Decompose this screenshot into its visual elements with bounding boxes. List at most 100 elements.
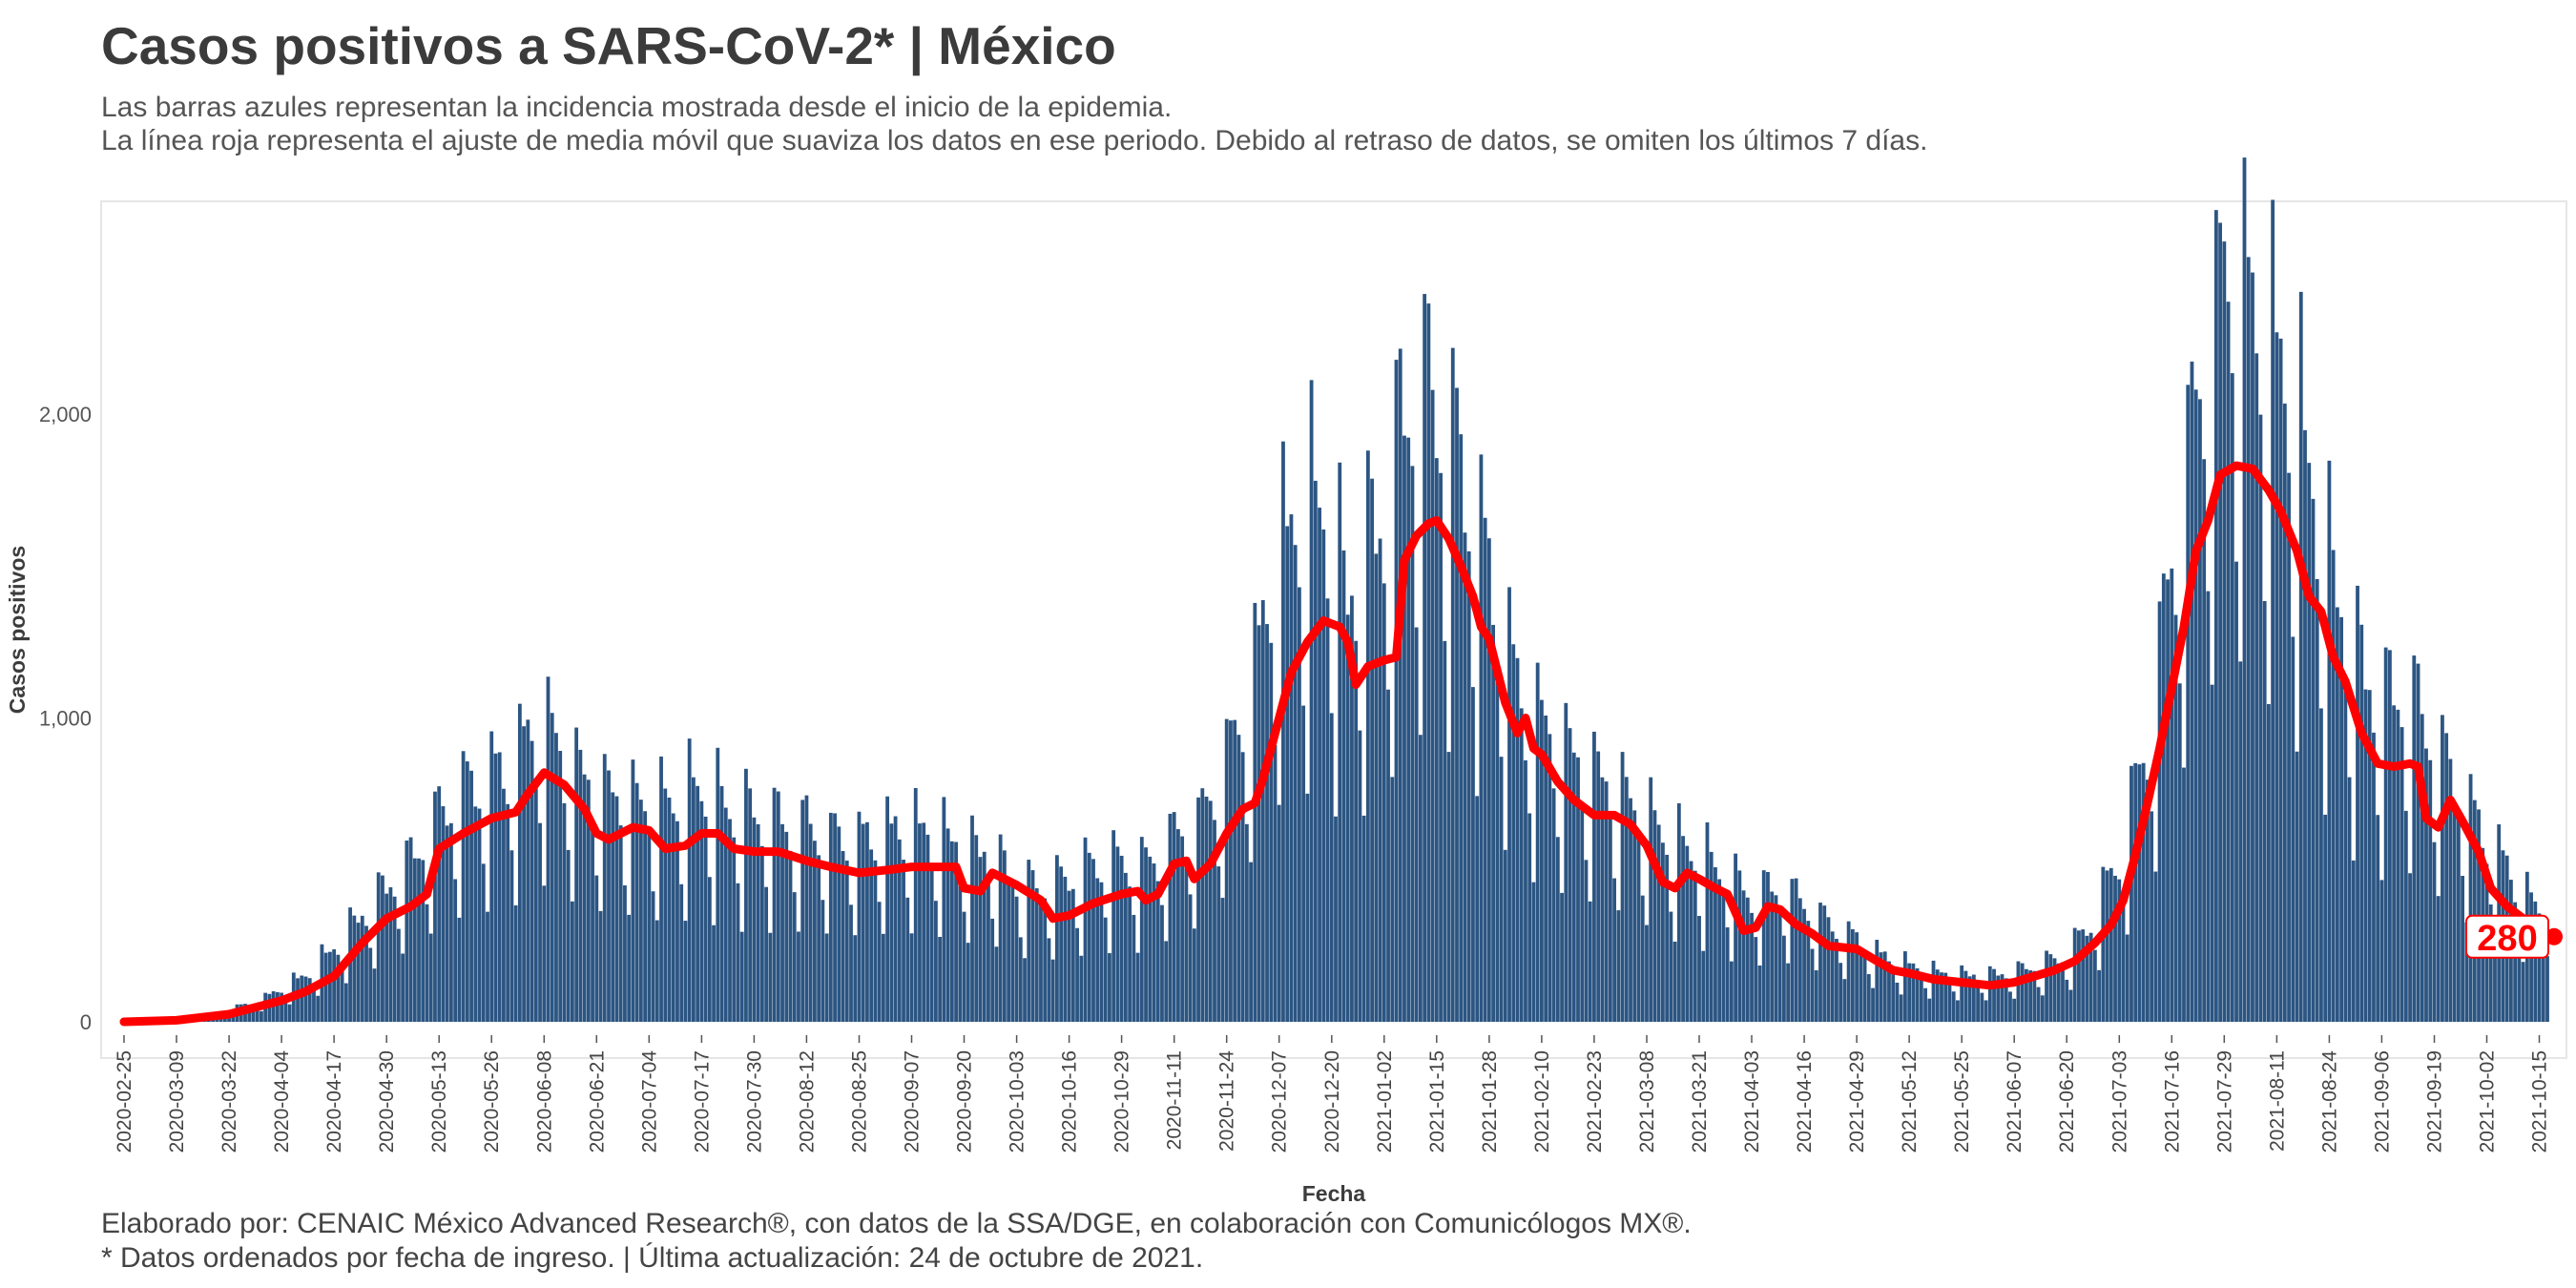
bar: [2513, 902, 2518, 1022]
bar: [994, 946, 999, 1022]
bar: [1980, 992, 1984, 1022]
bar: [707, 877, 712, 1022]
bar: [1714, 867, 1717, 1022]
bar: [703, 816, 708, 1022]
bar: [2376, 815, 2380, 1022]
bar: [873, 860, 878, 1022]
bar: [687, 738, 692, 1022]
bar: [449, 822, 453, 1022]
bar: [1123, 872, 1128, 1022]
bar: [1305, 793, 1310, 1022]
bar: [1192, 928, 1196, 1022]
bar: [2428, 759, 2433, 1022]
bar: [2234, 561, 2238, 1022]
bar: [2387, 650, 2392, 1022]
y-axis-label: Casos positivos: [5, 546, 30, 714]
bar: [2456, 814, 2461, 1022]
bar: [1128, 886, 1132, 1022]
bar: [736, 883, 740, 1022]
bar: [300, 975, 304, 1022]
plot-panel: [100, 200, 2567, 1059]
x-tick-label: 2020-03-09: [166, 1050, 188, 1153]
bar: [1030, 870, 1035, 1022]
y-tick-label: 0: [80, 1010, 92, 1034]
bar: [1911, 963, 1916, 1022]
bar: [925, 834, 930, 1022]
bar: [509, 850, 514, 1022]
bar: [627, 914, 632, 1022]
bar: [1527, 813, 1532, 1022]
bar: [251, 1005, 256, 1022]
bar: [1160, 904, 1164, 1022]
bar: [1249, 862, 1253, 1022]
bar: [1757, 966, 1762, 1022]
x-tick-label: 2020-05-26: [481, 1050, 503, 1153]
bar: [1426, 303, 1431, 1022]
bar: [2343, 681, 2348, 1022]
bar: [1434, 458, 1439, 1022]
x-tick-label: 2020-08-12: [796, 1050, 818, 1153]
x-tick-label: 2020-09-07: [902, 1050, 924, 1153]
bar: [1115, 846, 1120, 1022]
bar: [821, 900, 825, 1022]
bar: [692, 777, 696, 1022]
x-tick-label: 2021-06-20: [2056, 1050, 2078, 1153]
bar: [905, 897, 910, 1022]
bar: [2000, 974, 2005, 1022]
bar: [571, 901, 574, 1022]
x-tick-label: 2021-09-19: [2424, 1050, 2446, 1153]
bar: [522, 726, 527, 1022]
bar: [287, 1004, 292, 1022]
bar: [1859, 946, 1863, 1022]
bar: [1540, 699, 1544, 1022]
bar: [1737, 870, 1742, 1022]
bar: [2012, 998, 2017, 1022]
x-tick-label: 2020-10-03: [1007, 1050, 1028, 1153]
bar: [893, 816, 898, 1022]
bar: [885, 796, 890, 1022]
bar: [1345, 614, 1350, 1022]
bar: [533, 779, 538, 1022]
bar: [1535, 662, 1540, 1022]
x-tick-label: 2020-10-16: [1059, 1050, 1081, 1153]
bar: [260, 1010, 263, 1022]
bar: [1777, 907, 1782, 1022]
bar: [465, 761, 469, 1022]
x-tick-label: 2021-07-16: [2161, 1050, 2183, 1153]
bar: [2351, 860, 2356, 1022]
bar: [2210, 684, 2214, 1022]
bar: [1967, 976, 1972, 1022]
bar: [2222, 241, 2227, 1022]
bar: [1786, 963, 1791, 1022]
bar: [396, 928, 401, 1022]
bar: [611, 792, 615, 1022]
bar: [1927, 998, 1932, 1022]
bar: [1402, 435, 1406, 1023]
bar: [1875, 940, 1880, 1022]
bar: [1313, 480, 1318, 1022]
bar: [2359, 624, 2364, 1022]
footer-note: * Datos ordenados por fecha de ingreso. …: [101, 1242, 1204, 1274]
bar: [461, 751, 466, 1022]
bar: [614, 796, 619, 1022]
bar: [328, 951, 332, 1022]
bar: [1588, 901, 1592, 1022]
bar: [2133, 762, 2138, 1022]
bar: [877, 902, 882, 1022]
x-tick-label: 2021-06-07: [2004, 1050, 2025, 1153]
bar: [2056, 963, 2061, 1022]
bar: [2331, 550, 2336, 1022]
bar: [1277, 804, 1281, 1022]
bar: [962, 911, 966, 1022]
bar: [2254, 353, 2259, 1023]
bar: [768, 932, 773, 1022]
bar: [1257, 625, 1261, 1022]
last-value-text: 280: [2477, 919, 2537, 959]
bar: [2032, 970, 2037, 1022]
bar: [2258, 414, 2263, 1022]
bar: [1761, 870, 1766, 1022]
bar: [1180, 836, 1185, 1022]
bar: [2052, 958, 2057, 1022]
bar: [1903, 951, 1907, 1022]
bar: [2412, 655, 2417, 1022]
